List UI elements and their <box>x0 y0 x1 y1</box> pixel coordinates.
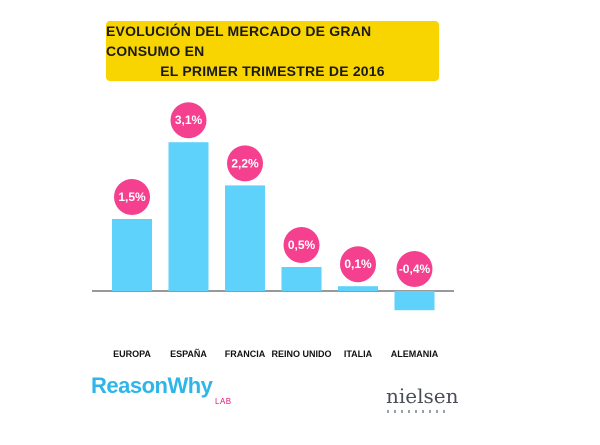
bar-2 <box>225 185 265 291</box>
chart-title-line-2: EL PRIMER TRIMESTRE DE 2016 <box>160 63 385 79</box>
reasonwhy-logo: ReasonWhy <box>91 373 213 398</box>
category-label-5: ALEMANIA <box>391 349 439 359</box>
value-label-2: 2,2% <box>231 156 259 170</box>
value-label-1: 3,1% <box>175 113 203 127</box>
category-label-0: EUROPA <box>113 349 151 359</box>
category-label-1: ESPAÑA <box>170 349 207 359</box>
bar-1 <box>168 142 209 291</box>
category-label-2: FRANCIA <box>225 349 266 359</box>
bar-5 <box>394 291 435 311</box>
value-label-0: 1,5% <box>118 190 146 204</box>
nielsen-logo: nielsen <box>386 384 459 408</box>
value-label-3: 0,5% <box>288 238 316 252</box>
bar-3 <box>281 267 322 291</box>
nielsen-logo-dots <box>387 410 445 413</box>
reasonwhy-logo-lab: LAB <box>215 397 232 406</box>
value-bubble-0 <box>114 179 150 215</box>
value-bubble-5 <box>396 251 433 287</box>
bar-0 <box>112 219 152 291</box>
value-label-5: -0,4% <box>399 262 431 276</box>
value-bubble-3 <box>283 227 320 263</box>
value-bubble-2 <box>227 145 263 182</box>
category-label-4: ITALIA <box>344 349 373 359</box>
chart-title-line-1: EVOLUCIÓN DEL MERCADO DE GRAN CONSUMO EN <box>106 23 372 59</box>
value-label-4: 0,1% <box>344 257 372 271</box>
value-bubble-1 <box>170 102 207 139</box>
category-label-3: REINO UNIDO <box>271 349 331 359</box>
chart-title-banner: EVOLUCIÓN DEL MERCADO DE GRAN CONSUMO EN… <box>106 21 439 81</box>
bar-4 <box>338 286 378 291</box>
value-bubble-4 <box>340 246 376 283</box>
